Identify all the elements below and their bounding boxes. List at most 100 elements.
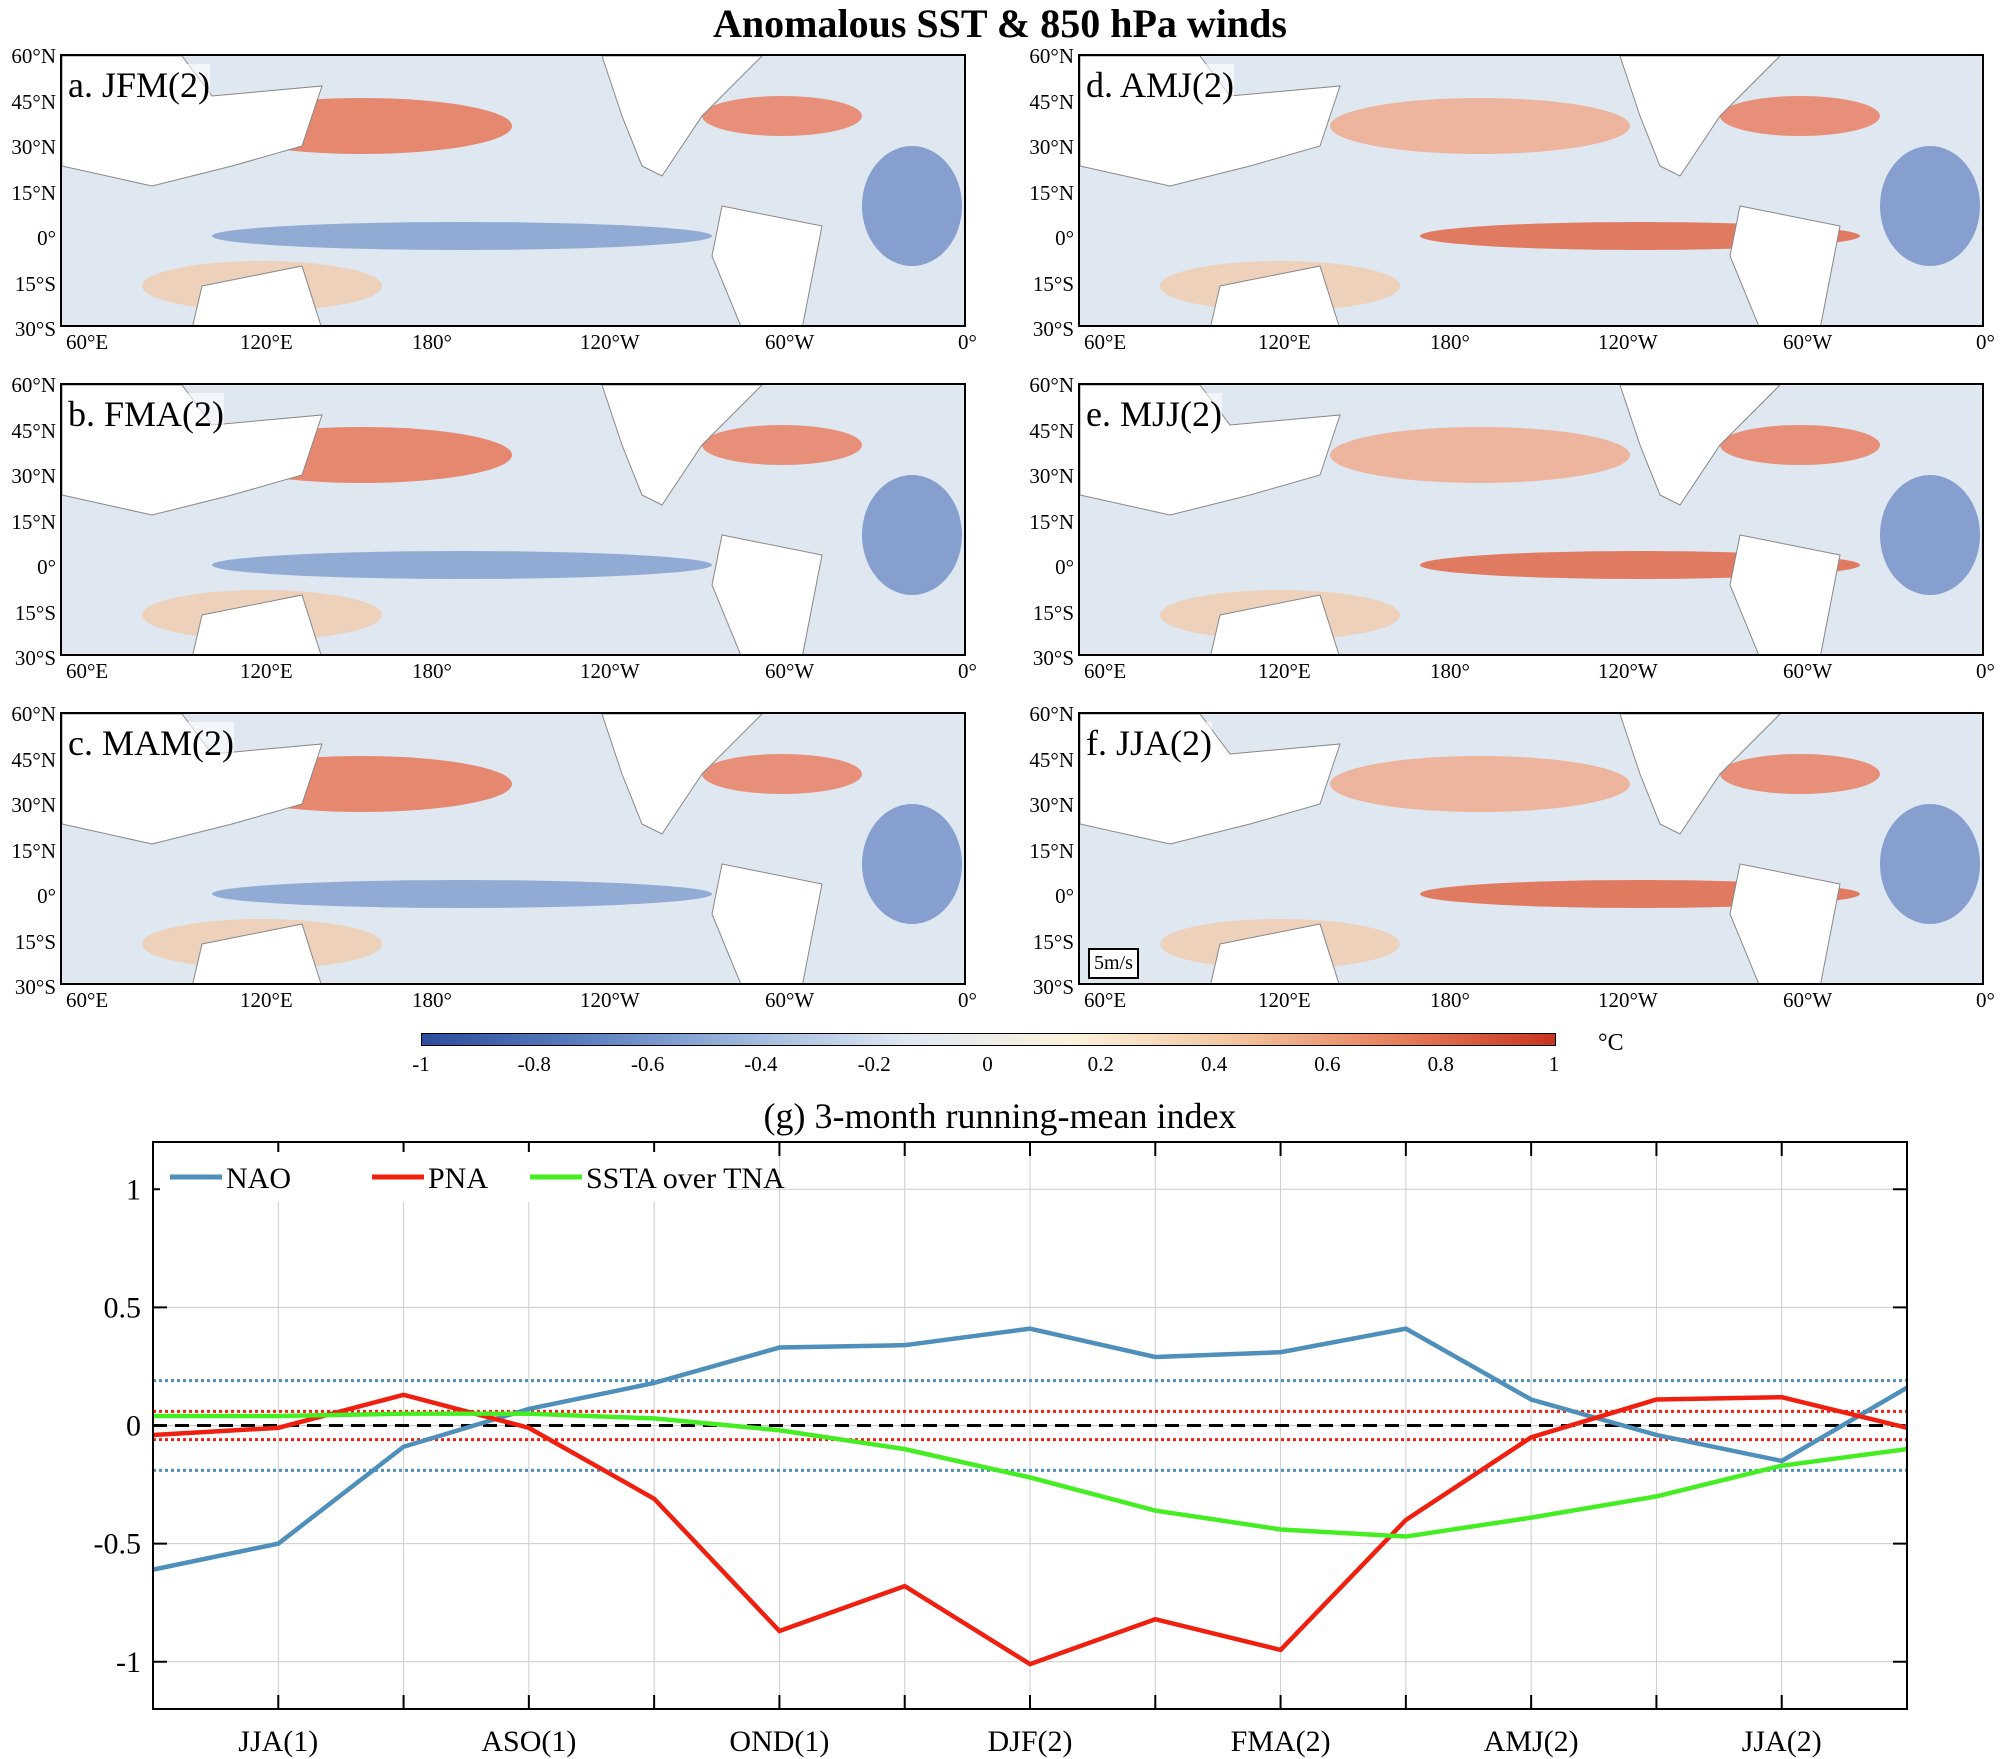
- map-panel: e. MJJ(2): [1078, 383, 1984, 656]
- colorbar-unit: °C: [1598, 1030, 1624, 1056]
- legend-box: [160, 1152, 730, 1202]
- x-tick-label: JJA(2): [1742, 1725, 1822, 1758]
- colorbar-tick-label: 0: [982, 1052, 993, 1076]
- lat-tick-label: 30°N: [1029, 135, 1074, 159]
- colorbar-tick-label: 1: [1548, 1052, 1560, 1076]
- lat-tick-label: 0°: [1055, 884, 1074, 908]
- wind-scale-reference: 5m/s: [1088, 948, 1139, 979]
- lat-tick-label: 15°S: [14, 271, 56, 296]
- lon-tick-label: 60°W: [765, 330, 815, 354]
- lon-tick-label: 60°W: [1783, 988, 1833, 1012]
- lon-tick-label: 60°E: [1084, 659, 1127, 683]
- y-tick-label: 0.5: [104, 1291, 142, 1324]
- lon-tick-label: 0°: [1976, 659, 1995, 683]
- legend-label: SSTA over TNA: [586, 1162, 785, 1195]
- lon-tick-label: 60°W: [1783, 659, 1833, 683]
- map-panel: a. JFM(2): [60, 54, 966, 327]
- lon-tick-label: 120°W: [1598, 330, 1658, 354]
- lon-tick-label: 60°E: [66, 659, 109, 683]
- x-tick-label: ASO(1): [481, 1725, 576, 1758]
- x-tick-label: OND(1): [729, 1725, 829, 1758]
- map-panel: c. MAM(2): [60, 712, 966, 985]
- lon-tick-label: 180°: [1430, 330, 1470, 354]
- lon-tick-label: 120°W: [580, 988, 640, 1012]
- lat-tick-label: 45°N: [1029, 747, 1074, 772]
- lat-tick-label: 30°S: [14, 317, 56, 341]
- colorbar-tick-label: -0.8: [517, 1052, 551, 1076]
- map-panel: f. JJA(2) 5m/s: [1078, 712, 1984, 985]
- lat-tick-label: 0°: [1055, 555, 1074, 579]
- colorbar-tick-label: 0.2: [1087, 1052, 1114, 1076]
- y-tick-label: 0: [126, 1410, 141, 1443]
- sst-map: [62, 56, 964, 325]
- lat-tick-label: 30°N: [11, 793, 56, 817]
- lon-tick-label: 180°: [412, 659, 452, 683]
- lon-tick-label: 180°: [412, 988, 452, 1012]
- lon-tick-label: 120°E: [1258, 659, 1311, 683]
- lat-tick-label: 30°N: [1029, 464, 1074, 488]
- panel-label: e. MJJ(2): [1086, 393, 1222, 435]
- lat-tick-label: 15°N: [1029, 509, 1074, 534]
- lat-tick-label: 15°S: [1032, 271, 1074, 296]
- lat-tick-label: 15°N: [1029, 180, 1074, 205]
- panel-label: b. FMA(2): [68, 393, 225, 435]
- lon-tick-label: 0°: [958, 988, 977, 1012]
- lat-tick-label: 0°: [37, 555, 56, 579]
- lon-tick-label: 60°W: [765, 659, 815, 683]
- lon-tick-label: 120°E: [1258, 988, 1311, 1012]
- x-tick-label: DJF(2): [987, 1725, 1072, 1758]
- lat-tick-label: 60°N: [1029, 373, 1074, 397]
- colorbar-tick-label: -1: [412, 1052, 430, 1076]
- lon-tick-label: 120°E: [1258, 330, 1311, 354]
- legend-label: NAO: [226, 1162, 291, 1195]
- y-tick-label: 1: [126, 1173, 141, 1206]
- lon-tick-label: 60°E: [1084, 988, 1127, 1012]
- lat-tick-label: 30°S: [1032, 975, 1074, 999]
- colorbar-tick-label: 0.4: [1200, 1052, 1228, 1076]
- lat-tick-label: 30°S: [1032, 646, 1074, 670]
- lat-tick-label: 60°N: [11, 702, 56, 726]
- colorbar-tick-label: 0.6: [1314, 1052, 1341, 1076]
- chart-title: (g) 3-month running-mean index: [763, 1096, 1237, 1136]
- map-panel: b. FMA(2): [60, 383, 966, 656]
- colorbar-tick-label: 0.8: [1427, 1052, 1454, 1076]
- y-tick-label: -1: [116, 1646, 141, 1679]
- lon-tick-label: 180°: [1430, 988, 1470, 1012]
- lat-tick-label: 45°N: [11, 747, 56, 772]
- lat-tick-label: 45°N: [11, 89, 56, 114]
- lon-tick-label: 0°: [1976, 988, 1995, 1012]
- lat-tick-label: 15°N: [1029, 838, 1074, 863]
- lon-tick-label: 0°: [958, 330, 977, 354]
- lat-tick-label: 60°N: [1029, 702, 1074, 726]
- lon-tick-label: 180°: [412, 330, 452, 354]
- y-tick-label: -0.5: [94, 1528, 142, 1561]
- lon-tick-label: 0°: [1976, 330, 1995, 354]
- lon-tick-label: 0°: [958, 659, 977, 683]
- lon-tick-label: 120°W: [1598, 988, 1658, 1012]
- panel-label: a. JFM(2): [68, 64, 210, 106]
- lat-tick-label: 15°S: [1032, 600, 1074, 625]
- lat-tick-label: 0°: [37, 884, 56, 908]
- lat-tick-label: 45°N: [11, 418, 56, 443]
- panel-label: f. JJA(2): [1086, 722, 1212, 764]
- lat-tick-label: 15°S: [14, 600, 56, 625]
- lat-tick-label: 15°N: [11, 509, 56, 534]
- lat-tick-label: 15°S: [1032, 929, 1074, 954]
- x-tick-label: FMA(2): [1231, 1725, 1331, 1758]
- lat-tick-label: 45°N: [1029, 89, 1074, 114]
- lon-tick-label: 60°W: [1783, 330, 1833, 354]
- lat-tick-label: 60°N: [11, 373, 56, 397]
- lon-tick-label: 120°W: [580, 330, 640, 354]
- lon-tick-label: 120°E: [240, 988, 293, 1012]
- map-panel: d. AMJ(2): [1078, 54, 1984, 327]
- lon-tick-label: 120°E: [240, 330, 293, 354]
- panel-label: d. AMJ(2): [1086, 64, 1235, 106]
- lon-tick-label: 120°W: [580, 659, 640, 683]
- lat-tick-label: 30°N: [11, 135, 56, 159]
- lat-tick-label: 30°S: [1032, 317, 1074, 341]
- legend-label: PNA: [428, 1162, 488, 1195]
- colorbar-tick-label: -0.2: [857, 1052, 891, 1076]
- colorbar-tick-label: -0.4: [744, 1052, 778, 1076]
- figure-title: Anomalous SST & 850 hPa winds: [713, 1, 1287, 46]
